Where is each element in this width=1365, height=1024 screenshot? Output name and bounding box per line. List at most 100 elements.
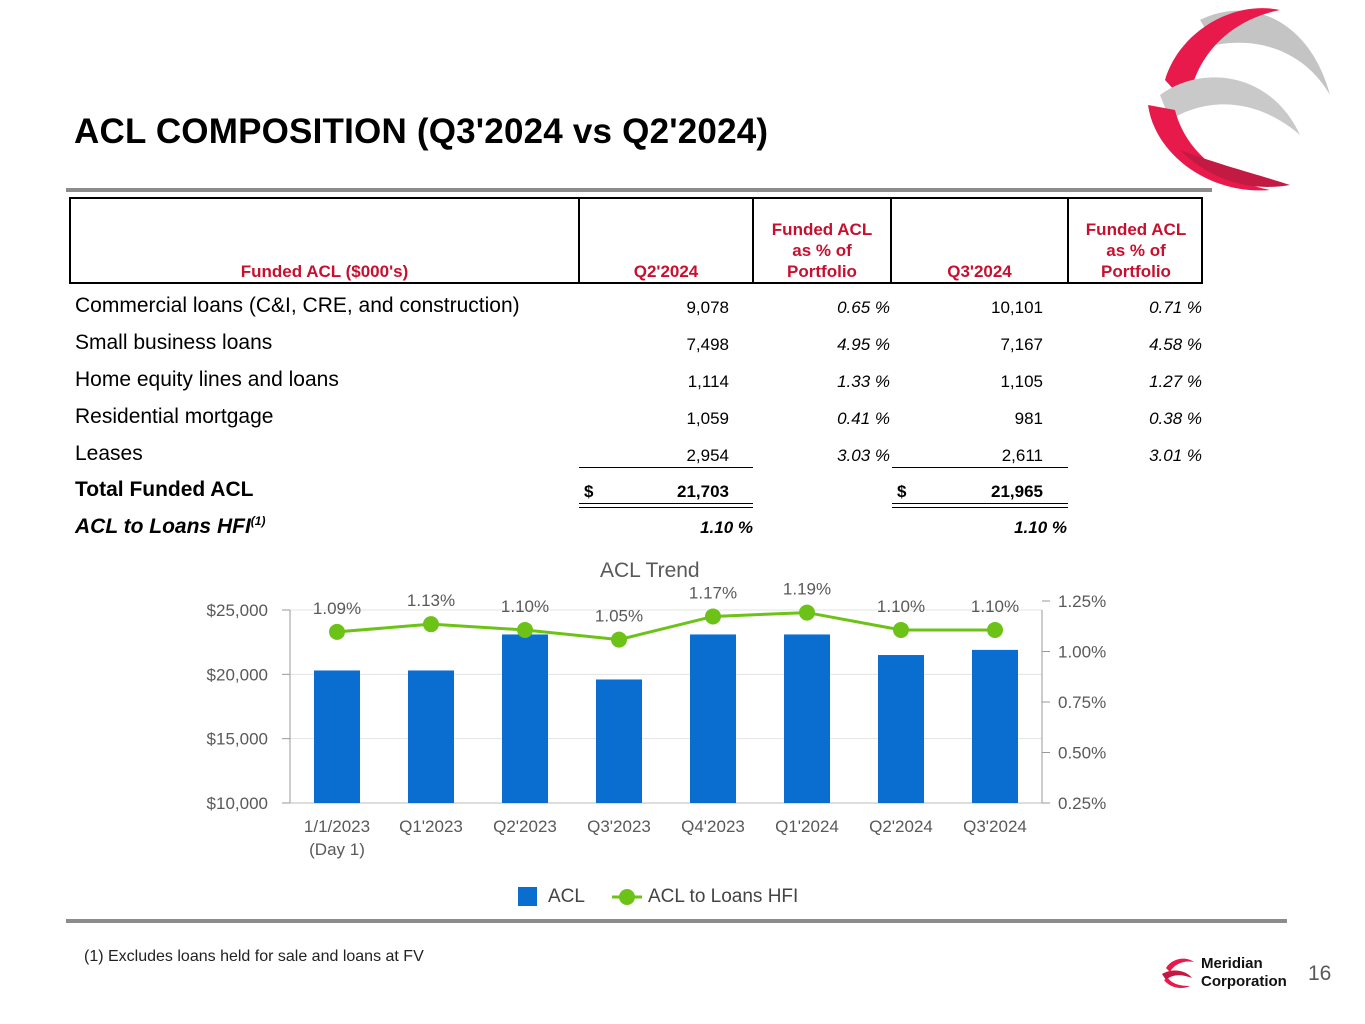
header-q2-pct-line2: as % of	[792, 241, 852, 260]
total-q3-currency: $	[897, 482, 907, 501]
header-q2-pct-line3: Portfolio	[787, 262, 857, 281]
right-axis-tick-label: 0.50%	[1058, 744, 1106, 763]
right-axis-tick-label: 0.75%	[1058, 693, 1106, 712]
acl-ratio-point	[705, 608, 721, 625]
row-q3-pct: 3.01 %	[1149, 446, 1202, 465]
x-axis-category-label: Q1'2023	[399, 817, 463, 836]
acl-ratio-data-label: 1.10%	[501, 597, 549, 616]
row-q3-value: 981	[1014, 409, 1043, 428]
header-q3-pct-line1: Funded ACL	[1085, 220, 1187, 239]
footnote: (1) Excludes loans held for sale and loa…	[84, 948, 424, 965]
left-axis-tick-label: $15,000	[207, 730, 268, 749]
row-q2-value: 9,078	[686, 298, 729, 317]
row-q3-value: 1,105	[1000, 372, 1043, 391]
bottom-divider	[66, 919, 1287, 923]
row-q3-pct: 4.58 %	[1149, 335, 1202, 354]
acl-ratio-point	[517, 621, 533, 638]
x-axis-category-label: Q4'2023	[681, 817, 745, 836]
row-label: Leases	[75, 442, 143, 465]
table-header-box	[69, 197, 1203, 284]
row-q2-value: 7,498	[686, 335, 729, 354]
brand-name-line2: Corporation	[1201, 973, 1287, 990]
x-axis-category-label: 1/1/2023	[304, 817, 370, 836]
header-divider	[752, 197, 754, 284]
right-axis-tick-label: 1.00%	[1058, 643, 1106, 662]
acl-ratio-point	[329, 623, 345, 640]
acl-bar	[784, 634, 830, 803]
row-q2-value: 2,954	[686, 446, 729, 465]
row-q2-pct: 0.65 %	[837, 298, 890, 317]
header-label: Funded ACL ($000's)	[240, 262, 409, 281]
left-axis-tick-label: $20,000	[207, 665, 268, 684]
brand-name: Meridian Corporation	[1201, 955, 1287, 991]
acl-bar	[690, 634, 736, 803]
acl-bar	[972, 649, 1018, 803]
row-label: Small business loans	[75, 331, 273, 354]
header-q2: Q2'2024	[633, 262, 699, 281]
brand-mark-icon	[1162, 958, 1194, 988]
x-axis-category-label: (Day 1)	[309, 840, 365, 859]
page-number: 16	[1308, 962, 1332, 985]
acl-ratio-line	[336, 611, 995, 642]
row-q2-pct: 0.41 %	[837, 409, 890, 428]
subtotal-line	[892, 467, 1068, 468]
acl-bar	[314, 670, 360, 803]
row-q2-value: 1,059	[686, 409, 729, 428]
total-double-line	[579, 507, 753, 508]
row-q3-pct: 1.27 %	[1149, 372, 1202, 391]
total-label: Total Funded ACL	[75, 478, 254, 501]
legend-acl-label: ACL	[548, 886, 585, 907]
row-label: Home equity lines and loans	[75, 368, 339, 391]
total-q2-currency: $	[584, 482, 594, 501]
row-q2-pct: 3.03 %	[837, 446, 890, 465]
brand-name-line1: Meridian	[1201, 955, 1263, 972]
x-axis-category-label: Q3'2024	[963, 817, 1027, 836]
legend-ratio-label: ACL to Loans HFI	[648, 886, 799, 907]
ratio-label-text: ACL to Loans HFI	[75, 515, 251, 538]
header-divider	[1067, 197, 1069, 284]
row-q2-value: 1,114	[687, 372, 729, 391]
header-divider	[578, 197, 580, 284]
row-q3-pct: 0.38 %	[1149, 409, 1202, 428]
row-label: Residential mortgage	[75, 405, 274, 428]
acl-ratio-data-label: 1.10%	[971, 597, 1019, 616]
total-double-line	[579, 503, 753, 504]
ratio-q3-value: 1.10 %	[1014, 518, 1067, 537]
total-double-line	[892, 503, 1068, 504]
acl-ratio-point	[799, 604, 815, 621]
page-title: ACL COMPOSITION (Q3'2024 vs Q2'2024)	[74, 112, 769, 151]
acl-ratio-data-label: 1.05%	[595, 607, 643, 626]
acl-ratio-point	[987, 621, 1003, 638]
header-q2-pct: Funded ACL as % of Portfolio	[754, 219, 890, 282]
acl-bar	[502, 634, 548, 803]
right-axis-tick-label: 1.25%	[1058, 592, 1106, 611]
acl-ratio-data-label: 1.13%	[407, 591, 455, 610]
header-q2-pct-line1: Funded ACL	[771, 220, 873, 239]
header-q3-pct-line3: Portfolio	[1101, 262, 1171, 281]
x-axis-category-label: Q2'2023	[493, 817, 557, 836]
legend-acl-swatch	[518, 887, 537, 906]
acl-ratio-point	[423, 616, 439, 633]
row-q2-pct: 1.33 %	[837, 372, 890, 391]
total-q3-value: 21,965	[991, 482, 1043, 501]
total-double-line	[892, 507, 1068, 508]
acl-ratio-data-label: 1.09%	[313, 599, 361, 618]
legend-line-swatch	[612, 889, 642, 905]
left-axis-tick-label: $10,000	[207, 794, 268, 813]
total-q2-value: 21,703	[677, 482, 729, 501]
ratio-footnote-ref: (1)	[250, 514, 266, 528]
acl-bar	[408, 670, 454, 803]
acl-ratio-point	[893, 621, 909, 638]
x-axis-category-label: Q3'2023	[587, 817, 651, 836]
row-q2-pct: 4.95 %	[837, 335, 890, 354]
chart-title: ACL Trend	[600, 559, 700, 582]
right-axis-tick-label: 0.25%	[1058, 794, 1106, 813]
ratio-label: ACL to Loans HFI(1)	[75, 514, 265, 539]
left-axis-tick-label: $25,000	[207, 601, 268, 620]
acl-ratio-data-label: 1.10%	[877, 597, 925, 616]
ratio-q2-value: 1.10 %	[700, 518, 753, 537]
acl-bar	[596, 679, 642, 803]
brand-logo-icon	[1148, 8, 1330, 191]
acl-ratio-data-label: 1.17%	[689, 583, 737, 602]
row-label: Commercial loans (C&I, CRE, and construc…	[75, 294, 520, 317]
